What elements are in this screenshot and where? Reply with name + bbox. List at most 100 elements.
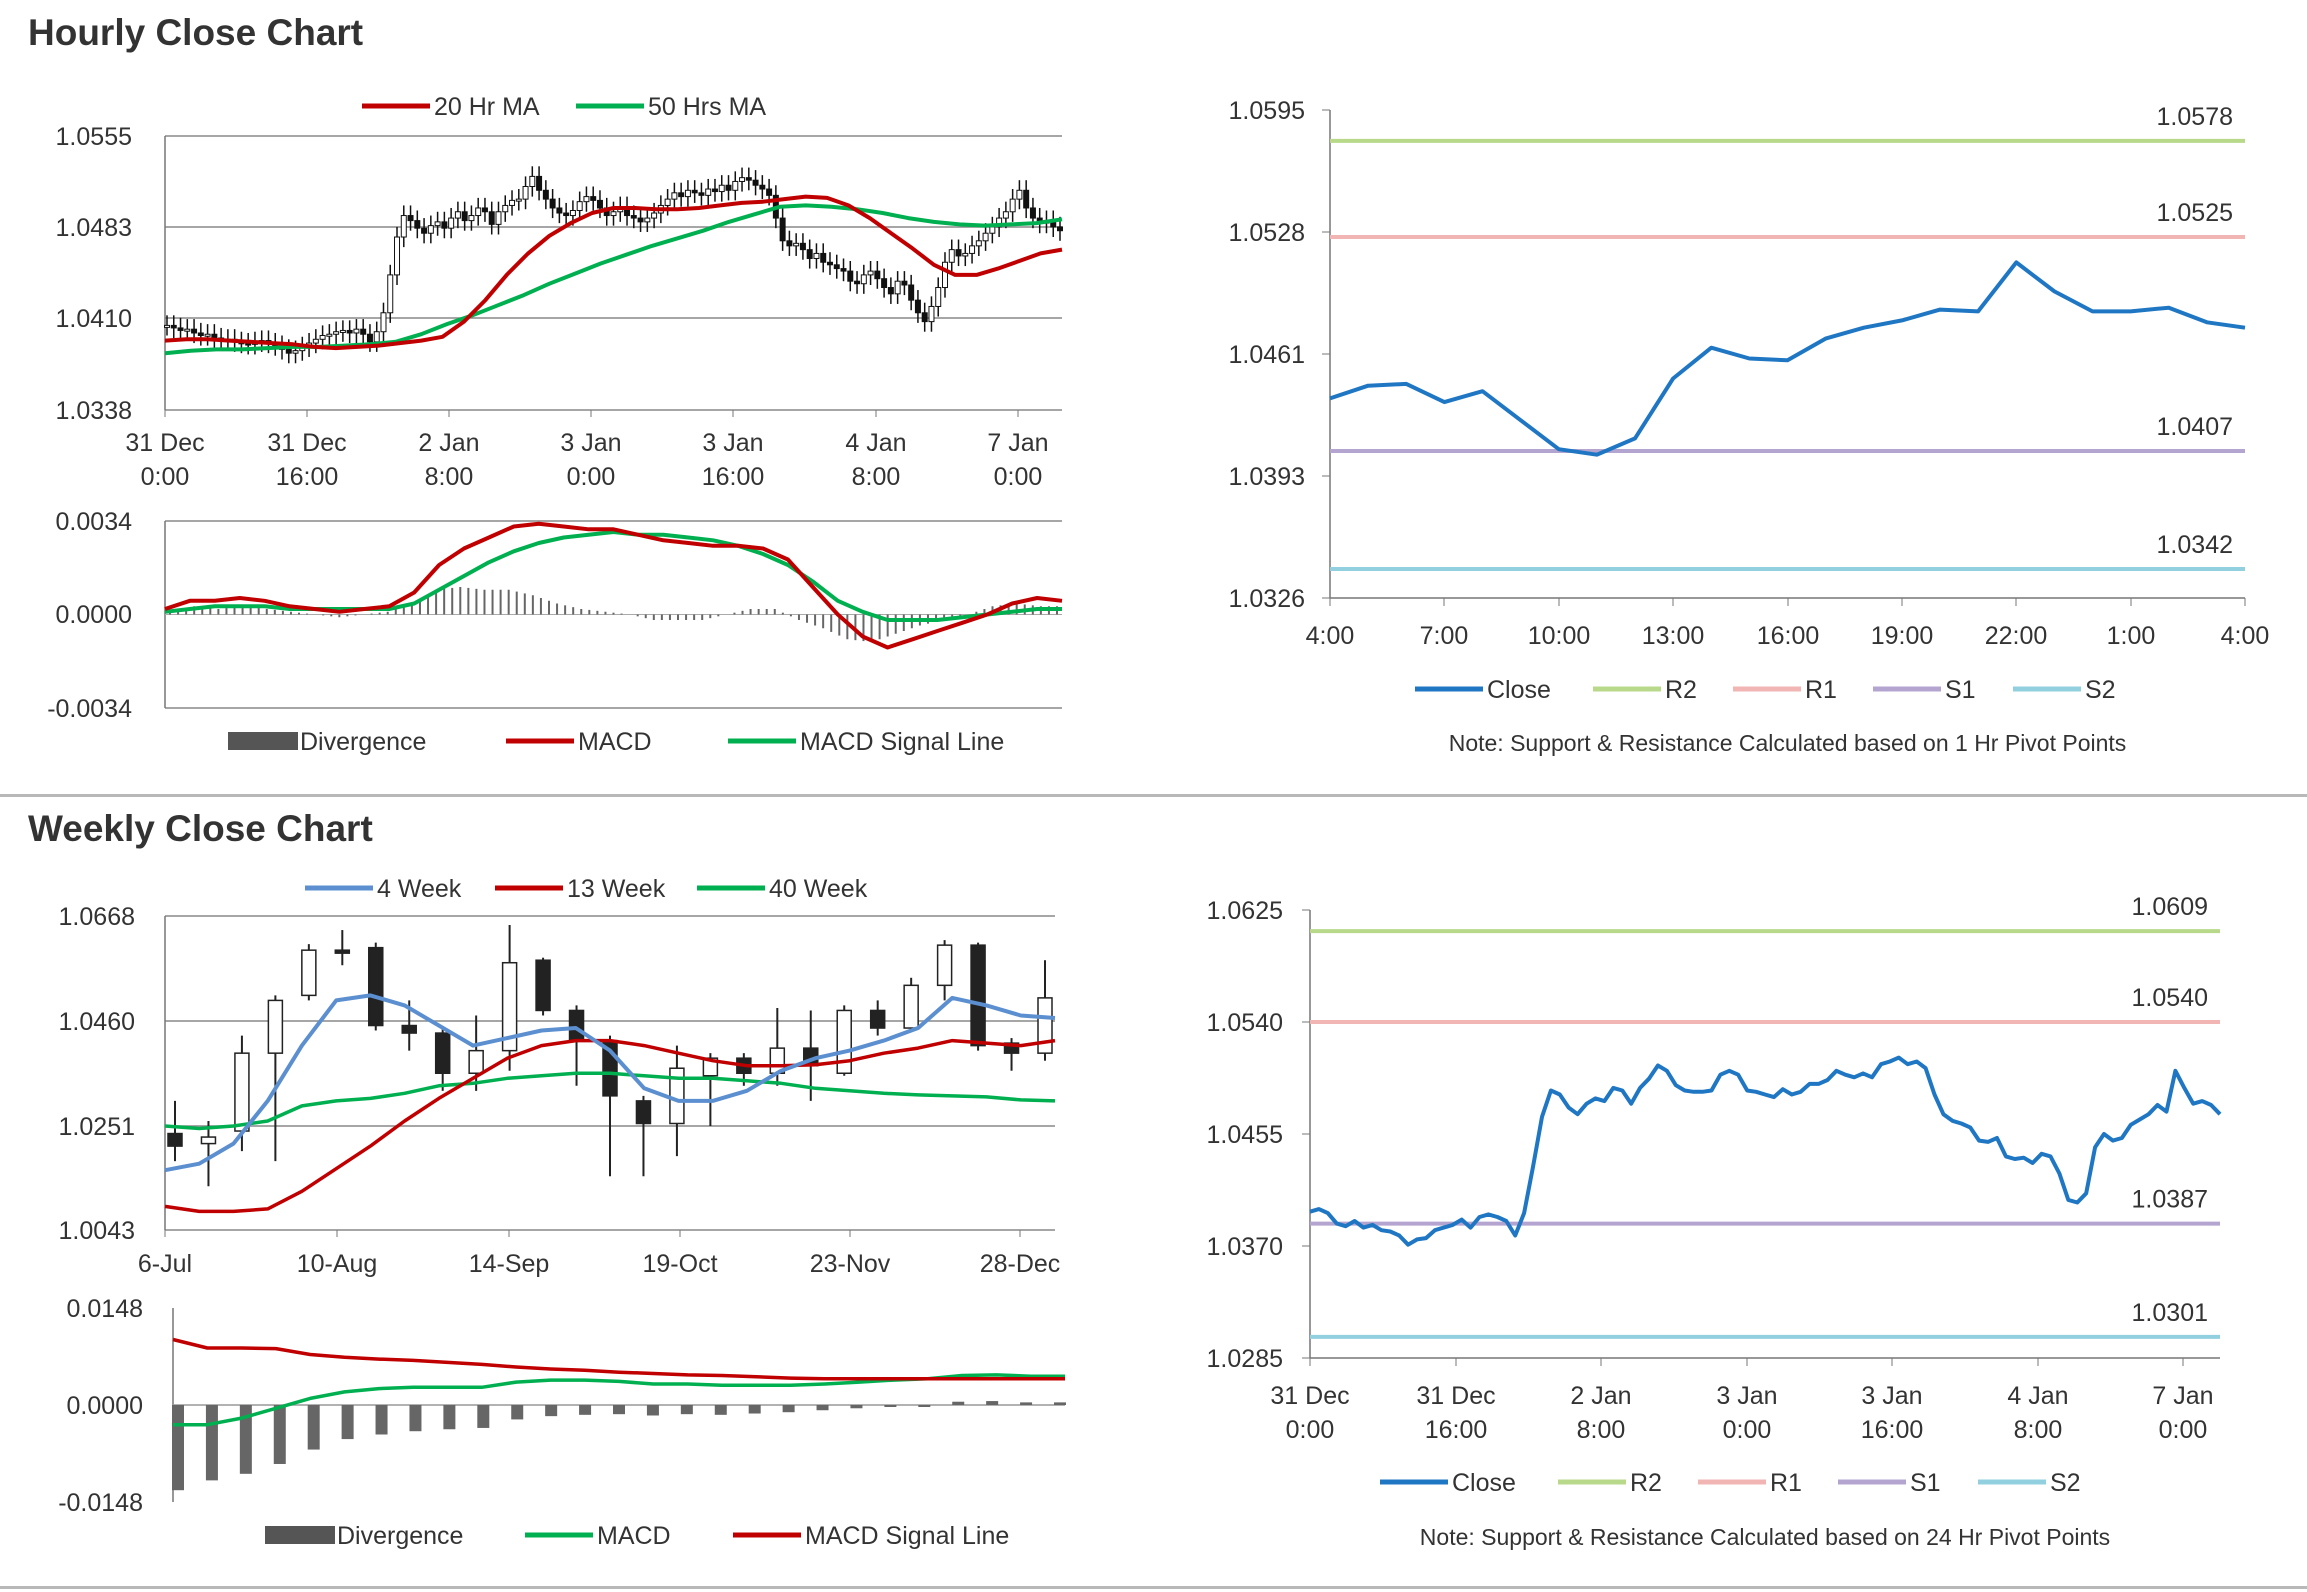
- candle-body: [962, 252, 969, 257]
- candle-body: [975, 240, 982, 247]
- x-tick-label: 0:00: [1723, 1416, 1772, 1444]
- x-tick-label: 8:00: [852, 463, 901, 491]
- x-tick-label: 22:00: [1985, 622, 2048, 650]
- legend-s1-label: S1: [1945, 676, 1976, 704]
- x-tick-label: 10-Aug: [297, 1250, 378, 1278]
- candle-body: [786, 240, 793, 247]
- section-divider: [0, 794, 2307, 797]
- candle-body: [671, 192, 678, 200]
- candle-body: [948, 249, 955, 263]
- ma-4-week-line: [164, 993, 1056, 1173]
- candle-body: [401, 1024, 417, 1034]
- divergence-bar: [511, 1405, 524, 1420]
- legend-r2-label: R2: [1630, 1469, 1662, 1497]
- candle-body: [887, 287, 894, 295]
- candle-body: [568, 1009, 585, 1042]
- candle-body: [515, 198, 522, 202]
- level-s1-label: 1.0387: [2132, 1186, 2208, 1214]
- hourly-section-title: Hourly Close Chart: [28, 12, 364, 53]
- legend-macd-signal-label: MACD Signal Line: [800, 728, 1004, 756]
- divergence-bar: [918, 1405, 931, 1407]
- y-tick-label: 1.0595: [1229, 97, 1305, 125]
- candle-body: [711, 188, 718, 193]
- level-r2-label: 1.0578: [2157, 103, 2233, 131]
- x-tick-label: 28-Dec: [980, 1250, 1061, 1278]
- divergence-bar: [1054, 1402, 1066, 1405]
- candle-body: [353, 328, 360, 334]
- x-tick-label: 31 Dec: [1270, 1382, 1349, 1410]
- divergence-bar: [545, 1405, 558, 1417]
- candle-body: [881, 278, 888, 289]
- divergence-bar: [172, 1405, 184, 1491]
- x-tick-label: 7 Jan: [987, 429, 1048, 457]
- candle-body: [583, 196, 590, 203]
- candle-body: [495, 211, 502, 225]
- x-tick-label: 3 Jan: [702, 429, 763, 457]
- pivot-note: Note: Support & Resistance Calculated ba…: [1449, 730, 2127, 756]
- candle-body: [806, 249, 813, 259]
- y-tick-label: -0.0034: [47, 695, 132, 723]
- candle-body: [535, 959, 551, 1012]
- candle-body: [177, 327, 184, 331]
- ma-40-week-line: [164, 1071, 1056, 1131]
- y-tick-label: 1.0555: [56, 123, 132, 151]
- level-r2-label: 1.0609: [2132, 893, 2208, 921]
- candle-body: [211, 333, 218, 339]
- candle-body: [684, 189, 691, 198]
- candle-body: [1003, 1042, 1020, 1054]
- candle-body: [200, 1136, 217, 1145]
- candle-body: [596, 199, 603, 209]
- y-tick-label: 1.0326: [1229, 585, 1305, 613]
- legend-13-week-label: 13 Week: [567, 875, 666, 903]
- candle-body: [461, 211, 468, 222]
- x-tick-label: 31 Dec: [267, 429, 346, 457]
- divergence-bar: [782, 1405, 795, 1413]
- y-tick-label: 1.0483: [56, 214, 132, 242]
- candle-body: [522, 186, 529, 200]
- legend-s2-label: S2: [2085, 676, 2116, 704]
- candle-body: [635, 1100, 652, 1125]
- candle-body: [590, 196, 597, 201]
- candle-body: [164, 324, 170, 328]
- candle-body: [793, 242, 800, 247]
- candle-body: [610, 211, 617, 217]
- y-tick-label: 1.0393: [1229, 463, 1305, 491]
- candle-body: [955, 249, 962, 257]
- x-tick-label: 3 Jan: [1861, 1382, 1922, 1410]
- x-tick-label: 0:00: [1286, 1416, 1335, 1444]
- x-tick-label: 8:00: [425, 463, 474, 491]
- candle-body: [745, 177, 752, 181]
- legend-50hrs-ma-label: 50 Hrs MA: [648, 93, 766, 121]
- candle-body: [969, 245, 976, 254]
- x-tick-label: 3 Jan: [1716, 1382, 1777, 1410]
- legend-macd-label: MACD: [597, 1522, 671, 1550]
- candle-body: [191, 328, 198, 334]
- x-tick-label: 10:00: [1528, 622, 1591, 650]
- legend-close-label: Close: [1487, 676, 1551, 704]
- candle-body: [319, 335, 326, 340]
- candle-body: [448, 217, 455, 229]
- divergence-bar: [205, 1405, 218, 1481]
- x-tick-label: 0:00: [2159, 1416, 2208, 1444]
- x-tick-label: 3 Jan: [560, 429, 621, 457]
- candle-body: [759, 184, 766, 190]
- divergence-bar: [273, 1405, 286, 1464]
- candle-body: [434, 221, 441, 227]
- candle-body: [766, 188, 773, 196]
- candle-body: [536, 175, 543, 191]
- legend-divergence-label: Divergence: [337, 1522, 463, 1550]
- candle-body: [502, 204, 509, 213]
- x-tick-label: 6-Jul: [138, 1250, 192, 1278]
- candle-body: [267, 999, 284, 1054]
- legend-divergence-swatch: [228, 732, 298, 750]
- candle-body: [301, 949, 317, 997]
- divergence-bar: [409, 1405, 422, 1432]
- candle-body: [529, 175, 536, 188]
- candle-body: [373, 331, 380, 343]
- candle-body: [285, 348, 292, 354]
- candle-body: [678, 192, 685, 198]
- candle-body: [387, 274, 394, 314]
- divergence-bar: [850, 1405, 863, 1409]
- candle-body: [820, 252, 827, 263]
- candle-body: [874, 270, 881, 280]
